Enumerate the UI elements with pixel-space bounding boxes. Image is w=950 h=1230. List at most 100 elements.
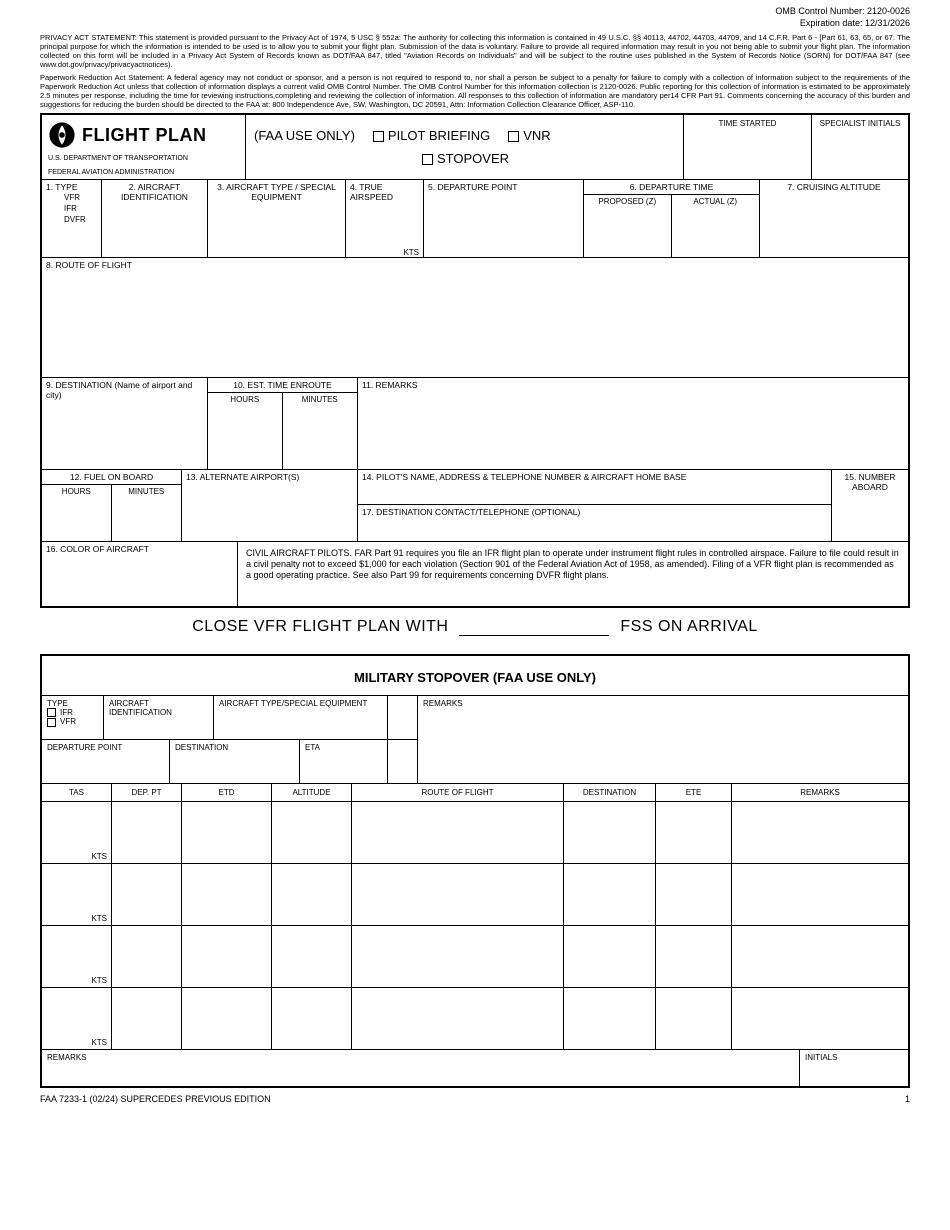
field-2-aircraft-id[interactable]: 2. AIRCRAFT IDENTIFICATION	[102, 180, 208, 258]
mil-h-etd: ETD	[182, 784, 272, 802]
mil-dest[interactable]	[564, 926, 656, 988]
mil-data-row: KTS	[42, 864, 908, 926]
mil-dest[interactable]	[564, 802, 656, 864]
mil-title: MILITARY STOPOVER (FAA USE ONLY)	[42, 656, 908, 696]
field-5-departure[interactable]: 5. DEPARTURE POINT	[424, 180, 584, 258]
civil-pilots-text: CIVIL AIRCRAFT PILOTS. FAR Part 91 requi…	[238, 542, 908, 606]
mil-remarks-cont[interactable]	[418, 740, 908, 784]
military-stopover-form: MILITARY STOPOVER (FAA USE ONLY) TYPE IF…	[40, 654, 910, 1088]
page-number: 1	[905, 1094, 910, 1104]
mil-etd[interactable]	[182, 802, 272, 864]
form-number: FAA 7233-1 (02/24) SUPERCEDES PREVIOUS E…	[40, 1094, 271, 1104]
mil-type: TYPE IFR VFR	[42, 696, 104, 740]
mil-ete[interactable]	[656, 864, 732, 926]
privacy-statement: PRIVACY ACT STATEMENT: This statement is…	[40, 33, 910, 69]
mil-h-dep: DEP. PT	[112, 784, 182, 802]
mil-data-row: KTS	[42, 802, 908, 864]
mil-etd[interactable]	[182, 988, 272, 1050]
mil-remarks[interactable]: REMARKS	[418, 696, 908, 740]
mil-alt[interactable]	[272, 988, 352, 1050]
mil-rof[interactable]	[352, 802, 564, 864]
enroute-hours[interactable]: HOURS	[208, 393, 283, 469]
mil-vfr-checkbox[interactable]	[47, 718, 56, 727]
stopover-checkbox[interactable]	[422, 154, 433, 165]
mil-ete[interactable]	[656, 926, 732, 988]
type-ifr[interactable]: IFR	[46, 203, 97, 214]
mil-dep-pt[interactable]	[112, 926, 182, 988]
faa-use-block: (FAA USE ONLY) PILOT BRIEFING VNR STOPOV…	[246, 115, 684, 179]
fuel-hours[interactable]: HOURS	[42, 485, 112, 541]
mil-ifr-checkbox[interactable]	[47, 708, 56, 717]
form-title: FLIGHT PLAN	[82, 125, 207, 146]
mil-destination[interactable]: DESTINATION	[170, 740, 300, 784]
time-started: TIME STARTED	[684, 115, 812, 179]
mil-aircraft-id[interactable]: AIRCRAFT IDENTIFICATION	[104, 696, 214, 740]
mil-dest[interactable]	[564, 988, 656, 1050]
mil-rem[interactable]	[732, 926, 908, 988]
mil-eta[interactable]: ETA	[300, 740, 388, 784]
mil-foot-initials[interactable]: INITIALS	[800, 1050, 908, 1086]
field-13-alternate[interactable]: 13. ALTERNATE AIRPORT(S)	[182, 470, 358, 542]
mil-spacer	[388, 696, 418, 740]
form-title-block: FLIGHT PLAN U.S. DEPARTMENT OF TRANSPORT…	[42, 115, 246, 179]
mil-data-row: KTS	[42, 988, 908, 1050]
field-7-altitude[interactable]: 7. CRUISING ALTITUDE	[760, 180, 908, 258]
enroute-minutes[interactable]: MINUTES	[283, 393, 358, 469]
field-9-destination[interactable]: 9. DESTINATION (Name of airport and city…	[42, 378, 208, 470]
pilot-briefing-label: PILOT BRIEFING	[388, 128, 490, 143]
field-15-aboard[interactable]: 15. NUMBER ABOARD	[832, 470, 908, 542]
mil-rof[interactable]	[352, 864, 564, 926]
type-dvfr[interactable]: DVFR	[46, 214, 97, 225]
mil-foot-remarks[interactable]: REMARKS	[42, 1050, 800, 1086]
mil-tas[interactable]: KTS	[42, 802, 112, 864]
mil-alt[interactable]	[272, 802, 352, 864]
field-14-17-block: 14. PILOT'S NAME, ADDRESS & TELEPHONE NU…	[358, 470, 832, 542]
mil-h-rem: REMARKS	[732, 784, 908, 802]
expiration: Expiration date: 12/31/2026	[40, 18, 910, 30]
fss-blank[interactable]	[459, 635, 609, 636]
field-14-pilot[interactable]: 14. PILOT'S NAME, ADDRESS & TELEPHONE NU…	[358, 470, 831, 506]
mil-dep-pt[interactable]	[112, 864, 182, 926]
mil-rem[interactable]	[732, 988, 908, 1050]
mil-rem[interactable]	[732, 802, 908, 864]
mil-tas[interactable]: KTS	[42, 988, 112, 1050]
type-vfr[interactable]: VFR	[46, 192, 97, 203]
mil-tas[interactable]: KTS	[42, 864, 112, 926]
flight-plan-form: FLIGHT PLAN U.S. DEPARTMENT OF TRANSPORT…	[40, 113, 910, 607]
mil-rof[interactable]	[352, 988, 564, 1050]
mil-data-row: KTS	[42, 926, 908, 988]
proposed-z[interactable]: PROPOSED (Z)	[584, 195, 672, 257]
mil-rof[interactable]	[352, 926, 564, 988]
field-8-route[interactable]: 8. ROUTE OF FLIGHT	[42, 258, 908, 378]
mil-departure[interactable]: DEPARTURE POINT	[42, 740, 170, 784]
close-vfr-line: CLOSE VFR FLIGHT PLAN WITH FSS ON ARRIVA…	[40, 618, 910, 636]
field-3-aircraft-type[interactable]: 3. AIRCRAFT TYPE / SPECIAL EQUIPMENT	[208, 180, 346, 258]
field-12-fuel: 12. FUEL ON BOARD HOURS MINUTES	[42, 470, 182, 542]
pilot-briefing-checkbox[interactable]	[373, 131, 384, 142]
mil-ete[interactable]	[656, 988, 732, 1050]
mil-etd[interactable]	[182, 864, 272, 926]
mil-dest[interactable]	[564, 864, 656, 926]
mil-etd[interactable]	[182, 926, 272, 988]
field-4-airspeed[interactable]: 4. TRUE AIRSPEED KTS	[346, 180, 424, 258]
field-16-color[interactable]: 16. COLOR OF AIRCRAFT	[42, 542, 238, 606]
mil-dep-pt[interactable]	[112, 988, 182, 1050]
fuel-minutes[interactable]: MINUTES	[112, 485, 182, 541]
mil-tas[interactable]: KTS	[42, 926, 112, 988]
mil-alt[interactable]	[272, 926, 352, 988]
mil-alt[interactable]	[272, 864, 352, 926]
actual-z[interactable]: ACTUAL (Z)	[672, 195, 760, 257]
vnr-checkbox[interactable]	[508, 131, 519, 142]
field-17-contact[interactable]: 17. DESTINATION CONTACT/TELEPHONE (OPTIO…	[358, 505, 831, 541]
mil-dep-pt[interactable]	[112, 802, 182, 864]
field-10-enroute: 10. EST. TIME ENROUTE HOURS MINUTES	[208, 378, 358, 470]
mil-aircraft-type[interactable]: AIRCRAFT TYPE/SPECIAL EQUIPMENT	[214, 696, 388, 740]
dot-logo-icon	[48, 121, 76, 149]
mil-ete[interactable]	[656, 802, 732, 864]
field-6-departure-time: 6. DEPARTURE TIME PROPOSED (Z) ACTUAL (Z…	[584, 180, 760, 258]
mil-rem[interactable]	[732, 864, 908, 926]
mil-h-rof: ROUTE OF FLIGHT	[352, 784, 564, 802]
field-11-remarks[interactable]: 11. REMARKS	[358, 378, 908, 470]
paperwork-statement: Paperwork Reduction Act Statement: A fed…	[40, 73, 910, 109]
specialist-initials: SPECIALIST INITIALS	[812, 115, 908, 179]
